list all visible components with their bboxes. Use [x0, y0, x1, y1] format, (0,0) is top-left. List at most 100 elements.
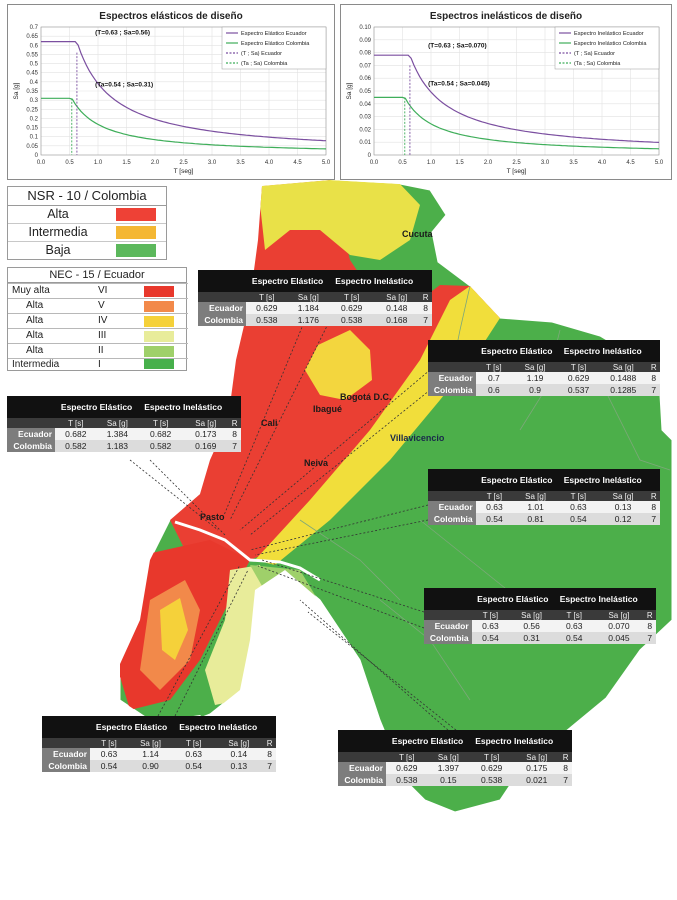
row-label: Colombia: [338, 774, 387, 786]
y-tick-label: 0: [35, 153, 39, 159]
legend-row-zone-iv: Alta IV: [8, 313, 188, 329]
header-t: T [s]: [554, 610, 595, 620]
cell: 0.538: [329, 314, 375, 326]
header-sa: Sa [g]: [598, 491, 648, 501]
cell: 1.176: [287, 314, 330, 326]
legend-row-alta: Alta: [8, 206, 166, 224]
cell: 0.629: [386, 762, 428, 774]
row-label: Colombia: [428, 513, 476, 525]
cell: 0.1488: [599, 372, 648, 384]
cell: 8: [647, 372, 660, 384]
header-elastic: Espectro Elástico: [471, 588, 554, 610]
cell: 1.397: [427, 762, 470, 774]
x-tick-label: 5.0: [655, 160, 664, 166]
header-t: T [s]: [469, 752, 515, 762]
cell: 0.15: [427, 774, 470, 786]
spectra-table-7: Espectro Elástico Espectro Inelástico T […: [338, 730, 572, 786]
legend-nsr-colombia: NSR - 10 / Colombia Alta Intermedia Baja: [7, 186, 167, 260]
y-tick-label: 0.07: [359, 63, 371, 69]
header-sa: Sa [g]: [514, 752, 560, 762]
cell: 0.538: [469, 774, 515, 786]
y-tick-label: 0.25: [26, 107, 38, 113]
x-tick-label: 1.0: [427, 160, 436, 166]
legend-row-zone-i: Intermedia I: [8, 358, 188, 370]
header-sa: Sa [g]: [374, 292, 420, 302]
cell: 8: [559, 762, 572, 774]
y-tick-label: 0.09: [359, 38, 371, 44]
row-label: Ecuador: [42, 748, 91, 760]
x-tick-label: 3.5: [569, 160, 578, 166]
header-inelastic: Espectro Inelástico: [469, 730, 560, 752]
cell: 0.12: [598, 513, 648, 525]
x-tick-label: 2.0: [151, 160, 160, 166]
row-label: Ecuador: [7, 428, 56, 440]
header-sa: Sa [g]: [599, 362, 648, 372]
legend-label: Alta: [26, 300, 44, 311]
city-label-bogota: Bogotá D.C.: [340, 392, 392, 402]
cell: 8: [647, 501, 660, 513]
annotation-label: (Ta=0.54 ; Sa=0.31): [95, 81, 153, 88]
y-axis-label: Sa [g]: [346, 82, 353, 99]
cell: 0.63: [471, 620, 510, 632]
y-tick-label: 0.4: [30, 80, 39, 86]
row-label: Colombia: [424, 632, 472, 644]
cell: 0.54: [173, 760, 215, 772]
row-label: Colombia: [428, 384, 476, 396]
header-inelastic: Espectro Inelástico: [138, 396, 229, 418]
header-sa: Sa [g]: [427, 752, 470, 762]
x-tick-label: 4.5: [626, 160, 635, 166]
legend-row-intermedia: Intermedia: [8, 224, 166, 242]
legend-entry: (Ta ; Sa) Colombia: [574, 61, 621, 67]
header-elastic: Espectro Elástico: [386, 730, 470, 752]
y-tick-label: 0.45: [26, 71, 38, 77]
legend-entry: (Ta ; Sa) Colombia: [241, 61, 288, 67]
cell: 0.629: [558, 372, 600, 384]
cell: 0.54: [475, 513, 514, 525]
header-t: T [s]: [471, 610, 510, 620]
cell: 0.168: [374, 314, 420, 326]
spectra-table-1: Espectro Elástico Espectro Inelástico T […: [198, 270, 432, 326]
header-r: R: [647, 362, 660, 372]
header-r: R: [643, 610, 656, 620]
y-tick-label: 0.55: [26, 52, 38, 58]
cell: 0.629: [329, 302, 375, 314]
legend-entry: Espectro Elástico Ecuador: [241, 31, 307, 37]
y-tick-label: 0.1: [30, 135, 39, 141]
cell: 0.682: [55, 428, 97, 440]
y-tick-label: 0.65: [26, 34, 38, 40]
x-axis-label: T [seg]: [174, 168, 194, 175]
cell: 0.14: [214, 748, 264, 760]
x-tick-label: 1.0: [94, 160, 103, 166]
cell: 1.183: [96, 440, 139, 452]
header-elastic: Espectro Elástico: [475, 469, 558, 491]
y-tick-label: 0.35: [26, 89, 38, 95]
cell: 7: [228, 440, 241, 452]
x-tick-label: 2.5: [512, 160, 521, 166]
row-label: Ecuador: [428, 372, 476, 384]
legend-zone: V: [98, 300, 105, 311]
cell: 7: [647, 384, 660, 396]
y-tick-label: 0.05: [26, 144, 38, 150]
header-t: T [s]: [475, 491, 514, 501]
inelastic-spectrum-chart: Espectros inelásticos de diseño 0 0.01 0.0…: [340, 4, 672, 180]
y-tick-label: 0.02: [359, 127, 371, 133]
cell: 1.01: [513, 501, 558, 513]
y-tick-label: 0.6: [30, 43, 39, 49]
legend-entry: Espectro Elástico Colombia: [241, 41, 310, 47]
cell: 0.63: [475, 501, 514, 513]
row-label: Ecuador: [338, 762, 387, 774]
legend-swatch: [144, 286, 174, 297]
cell: 0.81: [513, 513, 558, 525]
legend-row-zone-vi: Muy alta VI: [8, 283, 188, 299]
cell: 0.175: [514, 762, 560, 774]
annotation-label: (T=0.63 ; Sa=0.070): [428, 42, 487, 49]
cell: 7: [559, 774, 572, 786]
cell: 8: [228, 428, 241, 440]
row-label: Colombia: [42, 760, 91, 772]
row-label: Ecuador: [198, 302, 247, 314]
row-label: Ecuador: [424, 620, 472, 632]
chart-plot-inelastic: 0 0.01 0.02 0.03 0.04 0.05 0.06 0.07 0.08 0.09 0.1…: [346, 25, 664, 175]
cell: 1.19: [512, 372, 558, 384]
cell: 0.63: [558, 501, 599, 513]
